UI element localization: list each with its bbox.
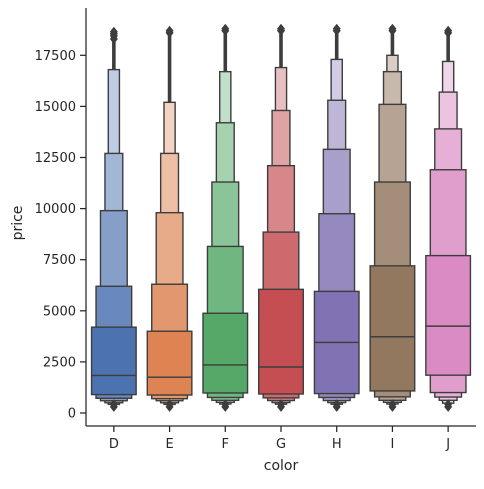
x-tick-label: J [445,437,450,452]
outlier-low-point [109,399,118,410]
outlier-high-point [165,25,174,36]
outlier-low-point [165,399,174,410]
boxen-series-E [146,25,193,412]
outlier-strip [334,28,339,60]
outlier-high-point [221,23,230,34]
x-axis: D E F G H I J [86,425,476,452]
boxen-series-H [313,23,360,412]
outlier-strip [390,28,395,56]
boxen-box [90,326,137,396]
x-axis-label: color [264,458,299,474]
outlier-low-point [221,399,230,410]
outlier-low-point [388,399,397,410]
outlier-low-point [332,399,341,410]
y-tick-label: 5000 [43,304,76,319]
outlier-strip [112,30,116,70]
boxen-series-I [369,23,416,412]
x-tick-label: G [276,437,286,452]
boxen-series-F [202,23,249,412]
x-tick-label: D [109,437,119,452]
boxen-box [202,312,249,394]
boxen-box [425,254,472,376]
boxen-series-G [258,23,304,412]
y-tick-label: 7500 [43,253,76,268]
x-tick-label: H [332,437,342,452]
outlier-high-point [109,26,118,37]
x-tick-label: E [165,437,173,452]
y-tick-label: 17500 [35,49,76,64]
outlier-high-point [388,23,397,34]
outlier-low-point [277,399,285,410]
x-tick-label: I [391,437,395,452]
outlier-high-point [277,23,285,34]
outlier-high-point [332,23,341,34]
plot-area [90,23,472,412]
y-tick-label: 10000 [35,202,76,217]
y-tick-label: 12500 [35,151,76,166]
outlier-strip [446,30,450,62]
boxen-box [369,265,416,392]
x-tick-label: F [222,437,229,452]
boxen-box [146,330,193,396]
outlier-low-point [444,399,453,410]
boxen-series-J [425,25,472,412]
outlier-high-point [444,25,453,36]
outlier-strip [167,30,172,103]
y-axis: 0 2500 5000 7500 10000 12500 15000 17500 [35,8,87,426]
boxen-series-D [90,26,137,412]
boxen-box [258,288,304,395]
outlier-strip [223,28,228,72]
y-tick-label: 0 [68,407,76,422]
outlier-strip [279,28,283,68]
y-axis-label: price [10,206,26,241]
y-tick-label: 15000 [35,100,76,115]
y-tick-label: 2500 [43,355,76,370]
